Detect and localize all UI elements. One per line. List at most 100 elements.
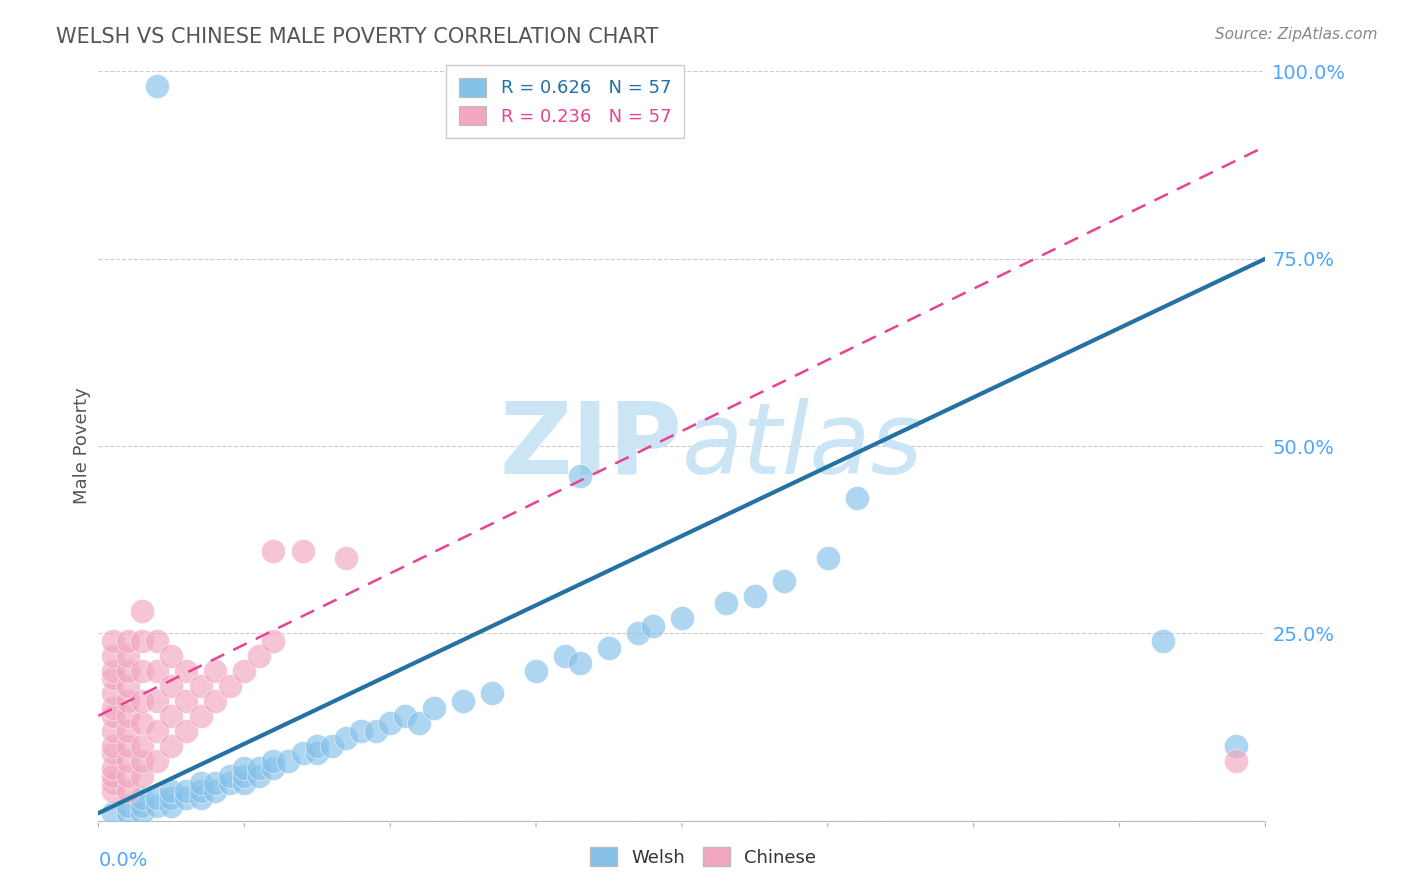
Point bbox=[146, 798, 169, 813]
Point bbox=[524, 664, 547, 678]
Point bbox=[568, 657, 591, 671]
Point bbox=[101, 746, 124, 760]
Point bbox=[117, 664, 139, 678]
Point bbox=[1225, 739, 1247, 753]
Point bbox=[131, 694, 153, 708]
Point bbox=[160, 739, 183, 753]
Point bbox=[101, 664, 124, 678]
Legend: Welsh, Chinese: Welsh, Chinese bbox=[582, 840, 824, 874]
Point bbox=[174, 694, 197, 708]
Point bbox=[117, 633, 139, 648]
Point bbox=[335, 551, 357, 566]
Text: Source: ZipAtlas.com: Source: ZipAtlas.com bbox=[1215, 27, 1378, 42]
Text: 0.0%: 0.0% bbox=[98, 851, 148, 870]
Point bbox=[101, 701, 124, 715]
Point bbox=[307, 746, 329, 760]
Point bbox=[190, 708, 212, 723]
Point bbox=[218, 769, 240, 783]
Point bbox=[131, 716, 153, 731]
Point bbox=[233, 769, 256, 783]
Point bbox=[262, 754, 284, 768]
Point bbox=[117, 798, 139, 813]
Point bbox=[117, 708, 139, 723]
Point bbox=[364, 723, 387, 738]
Point bbox=[117, 694, 139, 708]
Point bbox=[131, 798, 153, 813]
Point bbox=[817, 551, 839, 566]
Point bbox=[233, 664, 256, 678]
Point bbox=[146, 754, 169, 768]
Point bbox=[247, 648, 270, 663]
Point bbox=[117, 679, 139, 693]
Point bbox=[233, 761, 256, 775]
Point bbox=[380, 716, 402, 731]
Point bbox=[204, 664, 226, 678]
Point bbox=[146, 694, 169, 708]
Point bbox=[101, 776, 124, 790]
Point bbox=[131, 806, 153, 821]
Point bbox=[131, 791, 153, 805]
Point bbox=[408, 716, 430, 731]
Point bbox=[101, 708, 124, 723]
Point bbox=[160, 791, 183, 805]
Point bbox=[773, 574, 796, 588]
Point bbox=[190, 791, 212, 805]
Point bbox=[218, 776, 240, 790]
Point bbox=[262, 544, 284, 558]
Point bbox=[671, 611, 693, 625]
Point bbox=[744, 589, 766, 603]
Point bbox=[204, 783, 226, 797]
Point bbox=[174, 723, 197, 738]
Point bbox=[101, 769, 124, 783]
Point bbox=[146, 79, 169, 94]
Point bbox=[174, 791, 197, 805]
Point bbox=[160, 648, 183, 663]
Point bbox=[277, 754, 299, 768]
Point bbox=[117, 754, 139, 768]
Point bbox=[131, 739, 153, 753]
Legend: R = 0.626   N = 57, R = 0.236   N = 57: R = 0.626 N = 57, R = 0.236 N = 57 bbox=[447, 65, 683, 138]
Point bbox=[481, 686, 503, 700]
Point bbox=[641, 619, 664, 633]
Y-axis label: Male Poverty: Male Poverty bbox=[73, 388, 91, 504]
Point bbox=[101, 723, 124, 738]
Point bbox=[714, 596, 737, 610]
Point bbox=[262, 633, 284, 648]
Text: ZIP: ZIP bbox=[499, 398, 682, 494]
Point bbox=[131, 754, 153, 768]
Text: atlas: atlas bbox=[682, 398, 924, 494]
Point bbox=[394, 708, 416, 723]
Point bbox=[131, 604, 153, 618]
Point bbox=[117, 783, 139, 797]
Point bbox=[117, 769, 139, 783]
Point bbox=[204, 694, 226, 708]
Point bbox=[190, 783, 212, 797]
Point bbox=[307, 739, 329, 753]
Point bbox=[247, 761, 270, 775]
Point bbox=[291, 746, 314, 760]
Point bbox=[423, 701, 446, 715]
Point bbox=[204, 776, 226, 790]
Point bbox=[190, 679, 212, 693]
Point bbox=[131, 664, 153, 678]
Point bbox=[101, 739, 124, 753]
Point bbox=[1152, 633, 1174, 648]
Point bbox=[101, 648, 124, 663]
Point bbox=[247, 769, 270, 783]
Point bbox=[598, 641, 620, 656]
Point bbox=[568, 469, 591, 483]
Point bbox=[117, 806, 139, 821]
Point bbox=[846, 491, 869, 506]
Point bbox=[1225, 754, 1247, 768]
Point bbox=[218, 679, 240, 693]
Point bbox=[233, 776, 256, 790]
Point bbox=[117, 648, 139, 663]
Point bbox=[146, 633, 169, 648]
Point bbox=[627, 626, 650, 640]
Point bbox=[101, 761, 124, 775]
Text: WELSH VS CHINESE MALE POVERTY CORRELATION CHART: WELSH VS CHINESE MALE POVERTY CORRELATIO… bbox=[56, 27, 658, 46]
Point bbox=[190, 776, 212, 790]
Point bbox=[335, 731, 357, 746]
Point bbox=[146, 664, 169, 678]
Point bbox=[131, 769, 153, 783]
